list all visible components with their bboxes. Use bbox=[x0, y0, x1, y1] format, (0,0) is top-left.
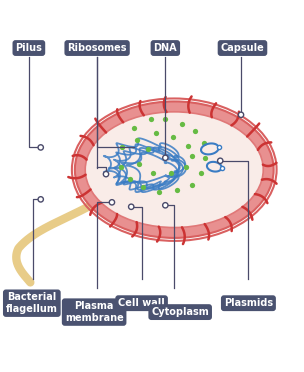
Text: DNA: DNA bbox=[154, 43, 177, 53]
Circle shape bbox=[163, 155, 168, 160]
Circle shape bbox=[103, 171, 109, 177]
Circle shape bbox=[109, 200, 115, 205]
Circle shape bbox=[218, 158, 223, 163]
Ellipse shape bbox=[85, 112, 263, 228]
Circle shape bbox=[238, 112, 244, 118]
Text: Bacterial
flagellum: Bacterial flagellum bbox=[6, 292, 58, 314]
Text: Cytoplasm: Cytoplasm bbox=[151, 307, 209, 317]
Text: Ribosomes: Ribosomes bbox=[67, 43, 127, 53]
Circle shape bbox=[38, 145, 43, 150]
Text: Pilus: Pilus bbox=[16, 43, 42, 53]
Text: Plasma
membrane: Plasma membrane bbox=[65, 301, 123, 323]
Text: Cell wall: Cell wall bbox=[118, 298, 165, 308]
Text: Capsule: Capsule bbox=[221, 43, 264, 53]
Circle shape bbox=[163, 203, 168, 208]
Text: Plasmids: Plasmids bbox=[224, 298, 273, 308]
Circle shape bbox=[129, 204, 134, 209]
Circle shape bbox=[38, 197, 43, 202]
Ellipse shape bbox=[75, 102, 274, 238]
